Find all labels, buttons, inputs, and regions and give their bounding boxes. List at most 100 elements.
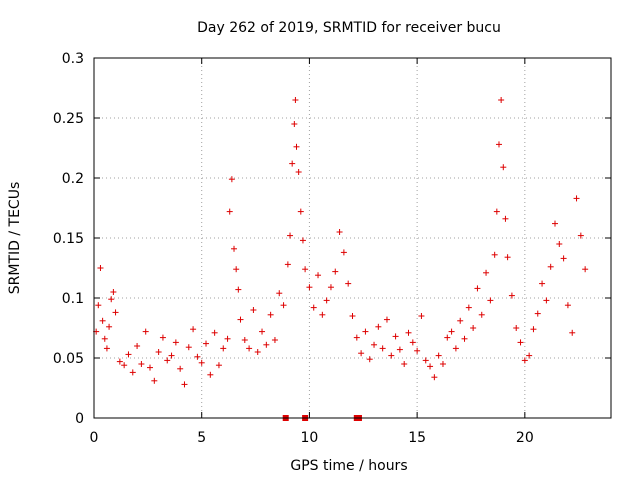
plot-frame: [93, 57, 612, 419]
data-point: [371, 341, 378, 348]
data-point: [246, 345, 253, 352]
data-point: [431, 374, 438, 381]
data-point: [271, 337, 278, 343]
y-tick-label: 0.05: [53, 351, 84, 367]
data-point: [452, 345, 459, 352]
data-point: [250, 307, 257, 313]
data-point: [97, 265, 104, 271]
data-point: [508, 292, 515, 299]
data-point: [547, 263, 554, 270]
data-point: [340, 249, 347, 256]
data-point: [134, 343, 141, 349]
data-point: [194, 353, 201, 360]
data-point: [220, 345, 227, 352]
data-point: [168, 352, 175, 359]
data-point: [422, 357, 429, 364]
data-point: [383, 316, 390, 323]
data-point: [297, 208, 304, 215]
data-point: [362, 328, 369, 335]
data-point: [125, 351, 132, 358]
data-point: [276, 290, 283, 297]
data-point: [465, 304, 472, 311]
data-point: [211, 329, 218, 336]
data-point: [332, 268, 339, 275]
data-point: [129, 369, 136, 376]
data-point: [502, 215, 509, 222]
data-point: [241, 337, 248, 343]
data-point: [470, 325, 477, 331]
data-point: [116, 358, 123, 365]
data-point: [493, 208, 500, 215]
data-point: [224, 335, 231, 342]
data-point: [263, 341, 270, 348]
data-point: [306, 284, 313, 291]
data-point: [203, 340, 210, 347]
data-point: [310, 304, 317, 311]
data-point: [299, 237, 306, 244]
data-point: [112, 309, 119, 316]
data-point: [108, 296, 115, 303]
data-point: [235, 286, 242, 293]
data-point: [405, 329, 412, 336]
data-point: [388, 352, 395, 359]
data-point: [159, 334, 166, 341]
data-point: [336, 229, 343, 235]
data-point: [569, 329, 576, 336]
data-point: [366, 356, 373, 363]
data-point: [517, 339, 524, 346]
data-point: [582, 266, 589, 273]
data-point: [106, 323, 113, 330]
data-point: [444, 334, 451, 341]
data-point: [478, 311, 485, 318]
data-point: [295, 169, 302, 175]
data-point: [358, 350, 365, 357]
data-point: [177, 365, 184, 372]
data-point: [379, 345, 386, 352]
data-point: [254, 349, 261, 355]
data-point: [573, 195, 580, 202]
data-point: [534, 310, 541, 317]
data-point: [392, 333, 399, 340]
data-point: [142, 328, 149, 335]
data-point: [323, 297, 330, 304]
data-point: [302, 266, 309, 273]
data-point: [474, 285, 481, 292]
data-point: [293, 143, 300, 150]
data-point: [292, 97, 299, 103]
data-point: [237, 316, 244, 323]
data-point: [530, 326, 537, 333]
data-point: [103, 345, 110, 352]
data-point: [345, 280, 352, 287]
data-point: [543, 297, 550, 304]
data-point: [185, 344, 192, 351]
data-point: [353, 334, 360, 341]
data-point: [491, 251, 498, 258]
data-point: [513, 325, 520, 331]
data-point: [151, 377, 158, 384]
x-axis-label: GPS time / hours: [290, 458, 407, 474]
x-tick-label: 0: [90, 430, 99, 446]
data-point: [226, 208, 233, 215]
data-point: [483, 269, 490, 276]
data-point: [215, 362, 222, 369]
data-point: [164, 357, 171, 364]
data-point: [315, 272, 322, 279]
data-point: [233, 266, 240, 273]
data-point: [349, 313, 356, 319]
data-point: [228, 176, 235, 183]
data-point: [287, 232, 294, 239]
x-tick-label: 15: [408, 430, 426, 446]
data-point: [155, 349, 162, 355]
data-point: [190, 326, 197, 333]
y-tick-label: 0.25: [53, 111, 84, 127]
data-point: [327, 284, 334, 291]
data-point: [461, 335, 468, 342]
y-tick-label: 0: [75, 411, 84, 427]
data-point: [291, 121, 298, 127]
data-point: [504, 254, 511, 261]
data-point: [435, 352, 442, 359]
data-point: [409, 339, 416, 346]
data-point: [147, 364, 154, 371]
grid-lines: [94, 58, 611, 418]
data-point: [439, 361, 446, 367]
